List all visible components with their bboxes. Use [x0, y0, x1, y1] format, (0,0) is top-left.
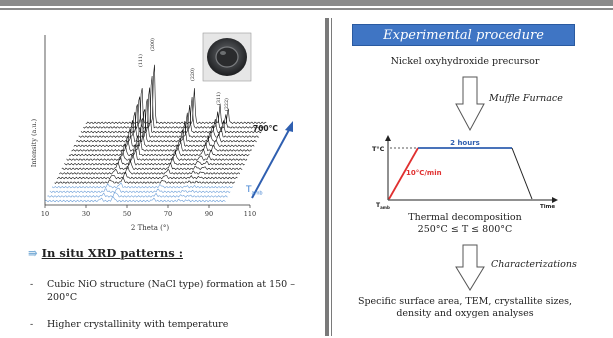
xrd-trace [44, 195, 226, 203]
profile-time-label: Time [540, 204, 555, 210]
profile-t-label: T°C [372, 145, 385, 153]
peak-label: (311) [215, 92, 222, 105]
bullet-dash: - [30, 279, 34, 290]
bullet-crystallinity: - Higher crystallinity with temperature [30, 318, 320, 332]
peak-labels: (111) (200) (220) (311) (222) [137, 38, 230, 111]
cooling-segment [511, 147, 533, 200]
profile-x-arrowhead [552, 197, 558, 203]
xrd-trace [80, 87, 262, 134]
profile-tamb-label: Tamb [376, 202, 390, 210]
xrd-trace [83, 75, 265, 129]
xrd-trace [61, 159, 243, 171]
xrd-trace [78, 98, 260, 138]
x-axis-label: 2 Theta (°) [131, 224, 169, 232]
xrd-trace [54, 176, 236, 184]
profile-hours-label: 2 hours [450, 139, 480, 147]
top-line [0, 8, 613, 10]
top-bar [0, 0, 613, 6]
xrd-trace [59, 165, 241, 175]
xrd-trace [56, 172, 238, 180]
xrd-trace [47, 192, 228, 198]
xrd-trace [51, 182, 233, 189]
peak-label: (111) [137, 54, 144, 67]
peak-label: (222) [223, 98, 230, 111]
x-tick-label: 50 [123, 210, 131, 218]
bullet-text: Cubic NiO structure (NaCl type) formatio… [47, 279, 295, 303]
x-tick-label: 90 [205, 210, 213, 218]
xrd-trace [64, 152, 245, 166]
right-arrow-icon: ⇛ [28, 246, 38, 260]
y-axis-label: Intensity (a.u.) [30, 118, 38, 167]
characterizations-label: Characterizations [491, 259, 577, 270]
x-tick-label: 10 [41, 210, 49, 218]
xrd-traces [44, 64, 267, 203]
xrd-trace [66, 143, 248, 161]
xrd-chart: 10 30 50 70 90 110 (111)(200)(220)(311) (222) … [30, 32, 293, 232]
xrd-trace [49, 187, 231, 194]
xrd-trace [68, 135, 250, 157]
ambient-label: Tamb [245, 185, 263, 197]
xrd-section-title-text: In situ XRD patterns : [41, 246, 183, 260]
temperature-profile: T°C 2 hours 10°C/min Time Tamb [372, 135, 558, 210]
column-divider-thin [331, 18, 332, 336]
profile-y-arrowhead [385, 135, 391, 141]
column-divider [325, 18, 329, 336]
decomposition-range: 250°C ≤ T ≤ 800°C [417, 224, 513, 235]
xrd-section-title: ⇛ In situ XRD patterns : [28, 246, 183, 260]
decomposition-title: Thermal decomposition [408, 212, 522, 223]
x-tick-label: 70 [164, 210, 172, 218]
experimental-procedure-banner: Experimental procedure [352, 24, 575, 46]
down-arrow-2 [455, 244, 485, 291]
temperature-arrowhead [285, 121, 293, 132]
analyses-line-2: density and oxygen analyses [396, 308, 534, 319]
peak-label: (220) [189, 68, 196, 81]
temperature-arrow [251, 127, 291, 199]
bullet-dash: - [30, 319, 34, 330]
x-tick-label: 110 [244, 210, 256, 218]
xrd-trace [71, 126, 252, 152]
down-arrow-1 [455, 76, 485, 132]
bullet-crystal-structure: - Cubic NiO structure (NaCl type) format… [30, 278, 320, 306]
precursor-label: Nickel oxyhydroxide precursor [390, 56, 540, 67]
muffle-furnace-label: Muffle Furnace [489, 93, 563, 104]
peak-label: (200) [149, 38, 156, 51]
xrd-trace [73, 117, 255, 148]
profile-rate-label: 10°C/min [406, 169, 442, 177]
analyses-line-1: Specific surface area, TEM, crystallite … [357, 296, 573, 307]
bullet-text: Higher crystallinity with temperature [47, 319, 229, 330]
axes [44, 35, 250, 206]
xrd-trace [75, 109, 257, 143]
x-tick-label: 30 [82, 210, 90, 218]
sample-photo [202, 32, 252, 82]
ramp-segment [388, 147, 419, 200]
x-ticks: 10 30 50 70 90 110 [41, 205, 256, 218]
xrd-trace [85, 64, 267, 125]
temperature-label: 700°C [253, 124, 278, 133]
